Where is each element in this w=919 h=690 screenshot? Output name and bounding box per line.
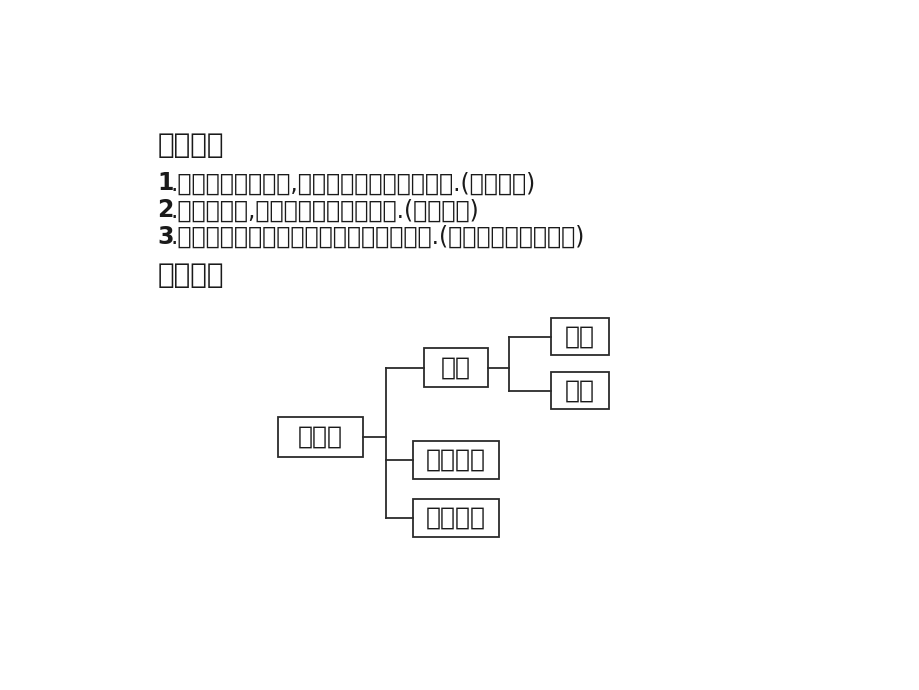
Text: 抛物线: 抛物线: [298, 425, 343, 449]
FancyBboxPatch shape: [413, 441, 498, 480]
FancyBboxPatch shape: [413, 499, 498, 537]
Text: 2: 2: [157, 198, 174, 222]
Text: .能利用抛物线方程解决一些相关实际问题.(直观想象、数学建模): .能利用抛物线方程解决一些相关实际问题.(直观想象、数学建模): [171, 225, 584, 249]
Text: 核心素养: 核心素养: [157, 130, 224, 159]
Text: 定义: 定义: [440, 356, 471, 380]
FancyBboxPatch shape: [550, 318, 608, 355]
Text: 1: 1: [157, 171, 174, 195]
Text: 准线: 准线: [564, 379, 595, 403]
Text: 标准方程: 标准方程: [425, 448, 485, 472]
Text: 3: 3: [157, 225, 174, 249]
Text: .知道抛物线的定义,能推出抛物线的标准方程.(逻辑推理): .知道抛物线的定义,能推出抛物线的标准方程.(逻辑推理): [171, 171, 536, 195]
FancyBboxPatch shape: [424, 348, 487, 387]
FancyBboxPatch shape: [278, 417, 363, 457]
FancyBboxPatch shape: [550, 373, 608, 409]
Text: .能根据条件,求出抛物线的标准方程.(数学运算): .能根据条件,求出抛物线的标准方程.(数学运算): [171, 198, 479, 222]
Text: 焦点: 焦点: [564, 325, 595, 349]
Text: 实际应用: 实际应用: [425, 506, 485, 530]
Text: 思维脉络: 思维脉络: [157, 262, 224, 289]
